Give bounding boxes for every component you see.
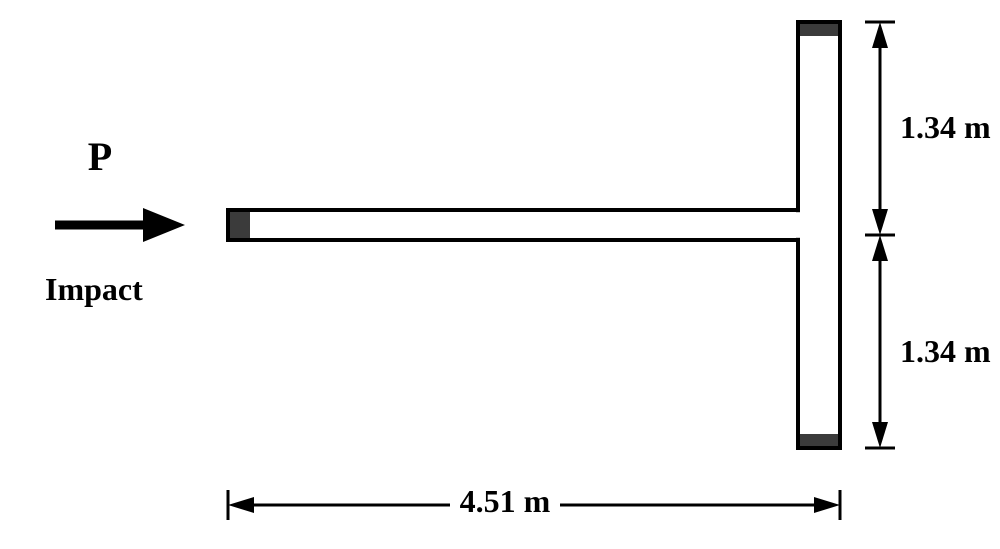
label-dim-vertical-top: 1.34 m (900, 109, 991, 145)
label-p: P (88, 134, 112, 179)
label-impact: Impact (45, 271, 143, 307)
dimension-vertical (865, 22, 895, 448)
label-dim-vertical-bottom: 1.34 m (900, 333, 991, 369)
label-dim-horizontal: 4.51 m (460, 483, 551, 519)
specimen (228, 22, 840, 448)
impact-arrow (55, 208, 185, 242)
